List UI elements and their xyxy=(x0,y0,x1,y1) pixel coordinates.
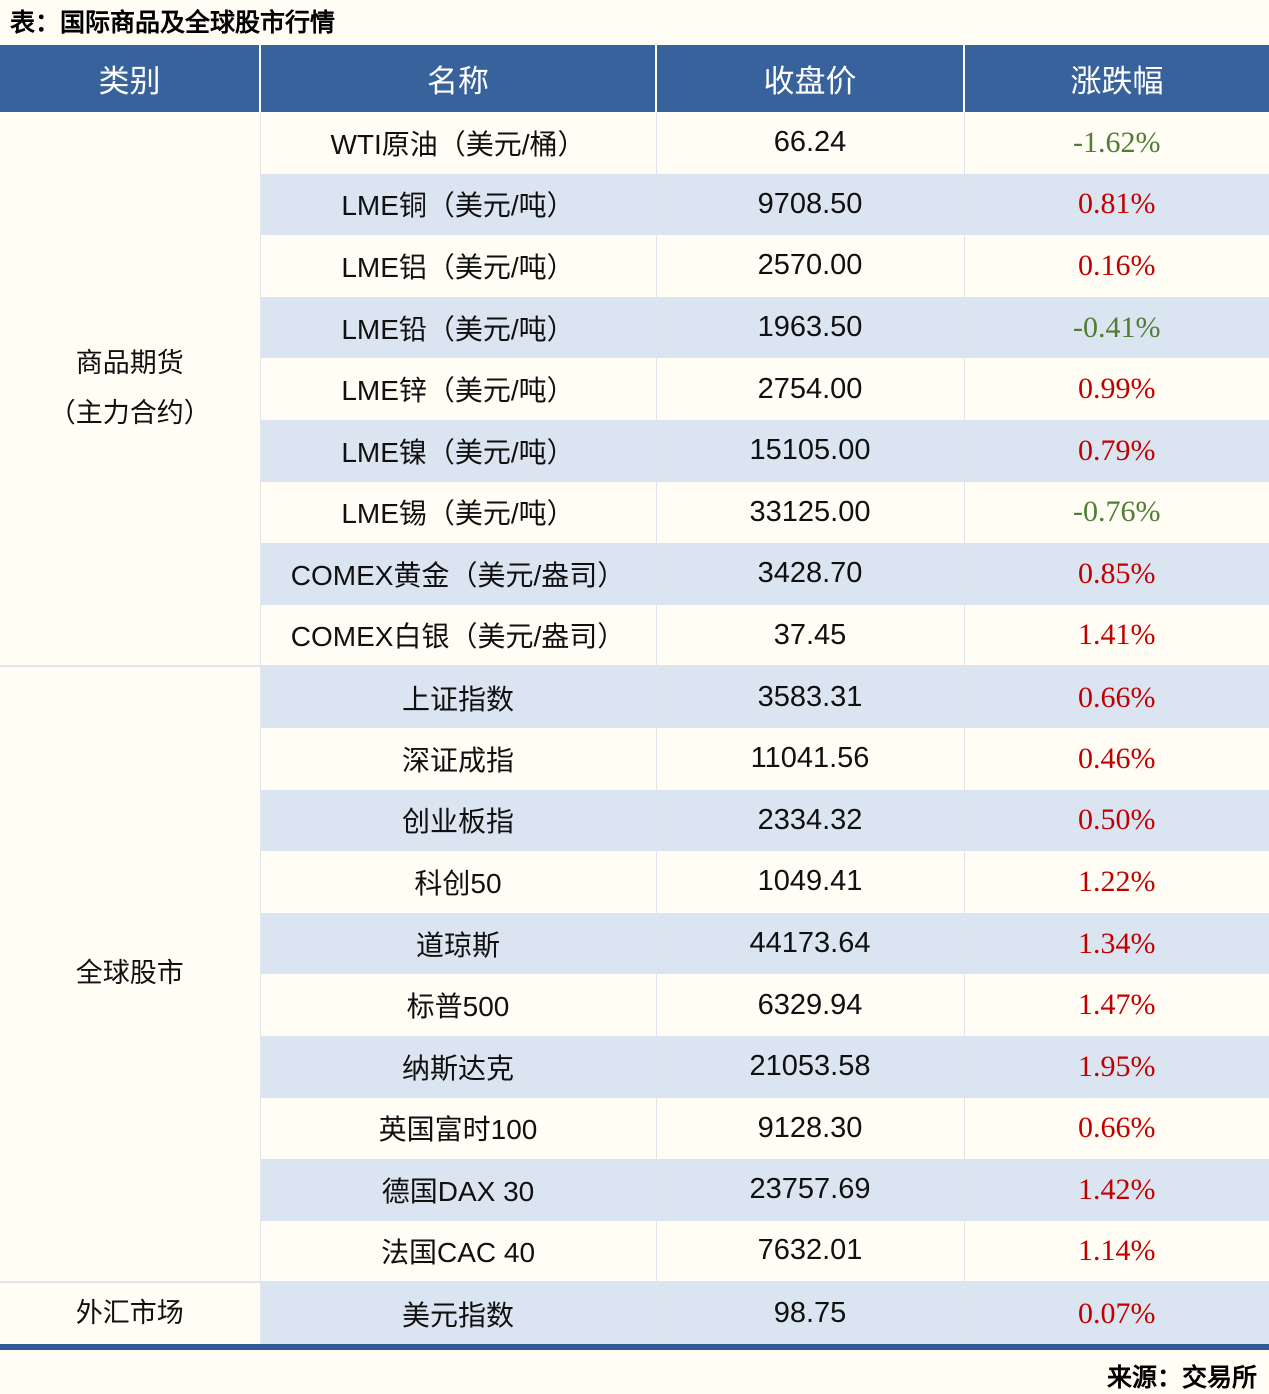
row-close: 2570.00 xyxy=(655,235,964,297)
category-label-line: 商品期货 xyxy=(75,347,184,378)
table-row: LME锌（美元/吨） 2754.00 0.99% xyxy=(0,358,1269,420)
row-name: WTI原油（美元/桶） xyxy=(330,128,586,160)
row-change: 0.79% xyxy=(963,419,1269,482)
row-name: 法国CAC 40 xyxy=(380,1236,536,1268)
row-name: 道琼斯 xyxy=(260,912,656,975)
row-change: 1.14% xyxy=(963,1220,1269,1283)
row-close: 2754.00 xyxy=(655,358,964,420)
table-row: 全球股市 上证指数 3583.31 0.66% xyxy=(0,665,1269,1283)
table-row: 深证成指 11041.56 0.46% xyxy=(0,727,1269,790)
table-row: LME镍（美元/吨） 15105.00 0.79% xyxy=(0,419,1269,482)
table-row: 科创50 1049.41 1.22% xyxy=(0,851,1269,913)
category-label-line: （主力合约） xyxy=(48,397,211,428)
row-close: 3428.70 xyxy=(655,543,964,605)
row-change: 0.46% xyxy=(963,727,1269,790)
category-cell: 外汇市场 xyxy=(0,1281,261,1344)
table-header: 类别 名称 收盘价 涨跌幅 xyxy=(0,45,1269,112)
row-name: 纳斯达克 xyxy=(260,1035,656,1098)
row-change: 0.99% xyxy=(963,358,1269,420)
row-close: 33125.00 xyxy=(655,481,964,544)
row-name: COMEX白银（美元/盎司） xyxy=(290,621,626,653)
header-row: 类别 名称 收盘价 涨跌幅 xyxy=(0,45,1269,112)
row-close: 11041.56 xyxy=(655,727,964,790)
table-row: 法国CAC 40 7632.01 1.14% xyxy=(0,1220,1269,1283)
row-close: 6329.94 xyxy=(655,974,964,1036)
row-close: 1049.41 xyxy=(655,851,964,913)
row-close: 2334.32 xyxy=(655,789,964,852)
row-name: LME铜（美元/吨） xyxy=(260,173,656,236)
row-change: 1.47% xyxy=(963,974,1269,1036)
row-close: 7632.01 xyxy=(655,1220,964,1283)
row-close: 9708.50 xyxy=(655,173,964,236)
row-close: 1963.50 xyxy=(655,296,964,359)
table-row: 纳斯达克 21053.58 1.95% xyxy=(0,1035,1269,1098)
table-row: COMEX黄金（美元/盎司） 3428.70 0.85% xyxy=(0,543,1269,605)
table-row: COMEX白银（美元/盎司） 37.45 1.41% xyxy=(0,604,1269,667)
row-name: LME铝（美元/吨） xyxy=(341,251,575,283)
row-name: 德国DAX 30 xyxy=(260,1159,656,1221)
row-name: 英国富时100 xyxy=(378,1114,538,1146)
category-cell: 全球股市 xyxy=(0,665,261,1283)
row-close: 37.45 xyxy=(655,604,964,667)
row-name: LME镍（美元/吨） xyxy=(260,419,656,482)
row-change: -0.76% xyxy=(963,481,1269,544)
table-row: 英国富时100 9128.30 0.66% xyxy=(0,1097,1269,1160)
table-row: 商品期货 （主力合约） WTI原油（美元/桶） 66.24 -1.62% xyxy=(0,112,1269,667)
row-close: 9128.30 xyxy=(655,1097,964,1160)
row-change: 1.95% xyxy=(963,1035,1269,1098)
table-row: LME铝（美元/吨） 2570.00 0.16% xyxy=(0,235,1269,297)
row-change: 1.41% xyxy=(963,604,1269,667)
table-body: 商品期货 （主力合约） WTI原油（美元/桶） 66.24 -1.62% LME铜（美元/… xyxy=(0,112,1269,1344)
row-change: -1.62% xyxy=(963,112,1269,174)
row-change: 1.34% xyxy=(963,912,1269,975)
table-row: 德国DAX 30 23757.69 1.42% xyxy=(0,1159,1269,1221)
row-change: 1.42% xyxy=(963,1159,1269,1221)
row-change: 0.66% xyxy=(963,665,1269,728)
row-change: 0.07% xyxy=(963,1281,1269,1344)
row-name: 上证指数 xyxy=(260,665,656,728)
row-change: -0.41% xyxy=(963,296,1269,359)
row-name: 标普500 xyxy=(406,991,510,1023)
row-name: 创业板指 xyxy=(260,789,656,852)
row-change: 0.81% xyxy=(963,173,1269,236)
header-category: 类别 xyxy=(0,45,260,112)
source-note: 来源：交易所 xyxy=(1106,1363,1257,1392)
header-name: 名称 xyxy=(259,45,656,112)
row-change: 0.16% xyxy=(963,235,1269,297)
table-row: 外汇市场 美元指数 98.75 0.07% xyxy=(0,1281,1269,1344)
row-name: LME铅（美元/吨） xyxy=(260,296,656,359)
row-close: 15105.00 xyxy=(655,419,964,482)
row-change: 0.85% xyxy=(963,543,1269,605)
row-change: 0.66% xyxy=(963,1097,1269,1160)
table-bottom-border xyxy=(0,1343,1269,1350)
row-change: 0.50% xyxy=(963,789,1269,852)
row-name: 深证成指 xyxy=(401,744,514,776)
market-table: 类别 名称 收盘价 涨跌幅 商品期货 （主力合约） WTI原油（美元/桶） 66.24… xyxy=(0,45,1269,1344)
row-close: 66.24 xyxy=(655,112,964,174)
row-change: 1.22% xyxy=(963,851,1269,913)
row-name: COMEX黄金（美元/盎司） xyxy=(260,543,656,605)
table-row: LME铜（美元/吨） 9708.50 0.81% xyxy=(0,173,1269,236)
table-row: 创业板指 2334.32 0.50% xyxy=(0,789,1269,852)
category-cell: 商品期货 （主力合约） xyxy=(0,112,261,667)
row-close: 21053.58 xyxy=(655,1035,964,1098)
category-label-line: 外汇市场 xyxy=(75,1297,184,1328)
row-name: 科创50 xyxy=(414,867,502,899)
table-row: LME锡（美元/吨） 33125.00 -0.76% xyxy=(0,481,1269,544)
row-close: 98.75 xyxy=(655,1281,964,1344)
row-name: LME锌（美元/吨） xyxy=(341,375,575,407)
table-row: 道琼斯 44173.64 1.34% xyxy=(0,912,1269,975)
row-close: 23757.69 xyxy=(655,1159,964,1221)
row-close: 44173.64 xyxy=(655,912,964,975)
table-row: LME铅（美元/吨） 1963.50 -0.41% xyxy=(0,296,1269,359)
header-change: 涨跌幅 xyxy=(963,45,1269,112)
category-label-line: 全球股市 xyxy=(75,958,184,989)
row-close: 3583.31 xyxy=(655,665,964,728)
header-close: 收盘价 xyxy=(655,45,964,112)
row-name: 美元指数 xyxy=(260,1281,656,1344)
row-name: LME锡（美元/吨） xyxy=(341,498,575,530)
table-title: 表：国际商品及全球股市行情 xyxy=(10,9,336,37)
table-row: 标普500 6329.94 1.47% xyxy=(0,974,1269,1036)
